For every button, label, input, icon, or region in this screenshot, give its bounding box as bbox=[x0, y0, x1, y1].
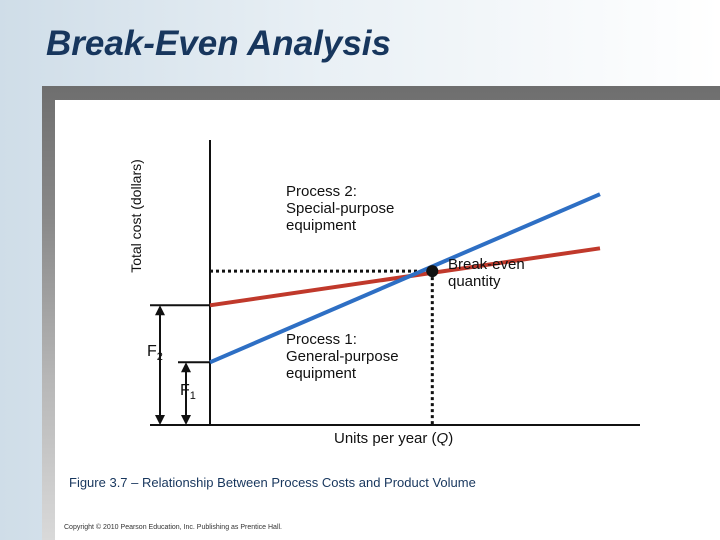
fixed-cost-f2-arrow-up bbox=[155, 305, 165, 316]
process-1-label-line-1: Process 1: bbox=[286, 331, 357, 348]
process-2-label-line-1: Process 2: bbox=[286, 183, 357, 200]
slide-title: Break-Even Analysis bbox=[46, 24, 391, 63]
y-axis-label: Total cost (dollars) bbox=[128, 159, 144, 273]
x-axis-label-close: ) bbox=[448, 430, 454, 447]
process-1-cost-line bbox=[209, 192, 601, 365]
process-2-label-line-2: Special-purpose bbox=[286, 200, 395, 217]
fixed-cost-f1-arrow-up bbox=[181, 362, 191, 373]
fixed-cost-f1-subscript: 1 bbox=[189, 390, 196, 403]
x-axis-label-text: Units per year ( bbox=[334, 430, 437, 447]
x-axis-label: Units per year (Q) bbox=[334, 430, 453, 447]
copyright-notice: Copyright © 2010 Pearson Education, Inc.… bbox=[64, 524, 283, 531]
chart-card bbox=[55, 100, 720, 540]
process-1-label-line-2: General-purpose bbox=[286, 348, 399, 365]
fixed-cost-f2-label: F2 bbox=[147, 343, 163, 366]
fixed-cost-f1-label: F1 bbox=[180, 382, 196, 405]
break-even-label: Break-even quantity bbox=[448, 256, 525, 290]
process-1-label-line-3: equipment bbox=[286, 365, 357, 382]
break-even-point bbox=[426, 265, 439, 278]
fixed-cost-f2-arrow-down bbox=[155, 415, 165, 425]
process-1-label: Process 1: General-purpose equipment bbox=[286, 331, 399, 382]
figure-caption: Figure 3.7 – Relationship Between Proces… bbox=[69, 475, 476, 490]
fixed-cost-f1-letter: F bbox=[180, 382, 190, 399]
break-even-label-line-2: quantity bbox=[448, 273, 501, 290]
process-2-label: Process 2: Special-purpose equipment bbox=[286, 183, 394, 234]
x-axis-label-variable: Q bbox=[436, 430, 449, 447]
break-even-label-line-1: Break-even bbox=[448, 256, 525, 273]
process-2-label-line-3: equipment bbox=[286, 217, 357, 234]
fixed-cost-f1-arrow-down bbox=[181, 415, 191, 425]
fixed-cost-f2-letter: F bbox=[147, 343, 157, 360]
fixed-cost-f2-subscript: 2 bbox=[156, 351, 163, 364]
